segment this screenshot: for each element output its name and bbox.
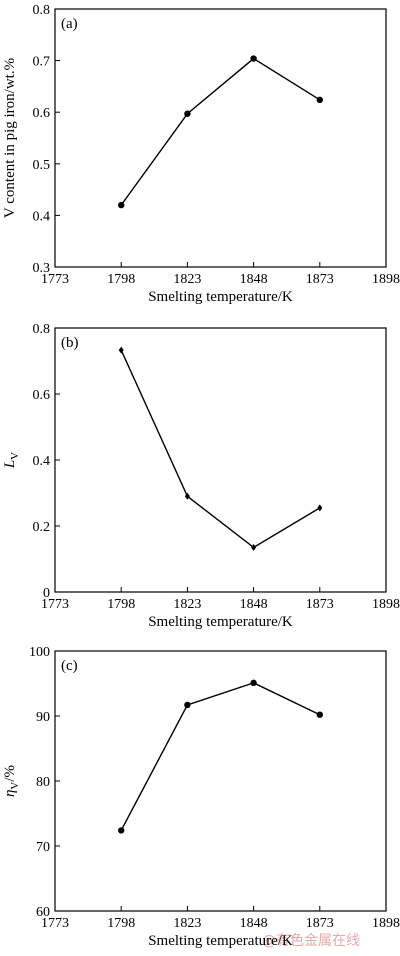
- data-point: [250, 679, 257, 687]
- y-tick-label: 0.8: [33, 322, 51, 337]
- panel-label: (b): [61, 335, 79, 351]
- y-tick-label: 0.4: [33, 209, 51, 224]
- y-axis-title-unit: /%: [2, 765, 18, 782]
- y-axis-title-subscript: V: [9, 452, 21, 460]
- x-tick-label: 1898: [372, 916, 400, 931]
- y-tick-label: 0.7: [33, 55, 51, 70]
- x-tick-label: 1873: [306, 272, 334, 287]
- series-line: [120, 682, 321, 831]
- watermark-text: @有色金属在线: [262, 932, 360, 949]
- series-line: [120, 57, 321, 206]
- data-point: [184, 492, 190, 500]
- chart-panel-3: 1773 1798 1823 1848 1873 1898 60 70 80 90 100 Smelt…: [2, 645, 400, 949]
- x-tick-label: 1873: [306, 916, 334, 931]
- x-tick-label: 1798: [107, 916, 135, 931]
- data-point: [317, 504, 323, 512]
- x-tick-label: 1848: [240, 916, 268, 931]
- x-axis-title: Smelting temperature/K: [148, 933, 293, 949]
- y-tick-label: 0.5: [33, 158, 51, 173]
- plot-frame: [54, 327, 387, 593]
- x-tick-label: 1848: [240, 597, 268, 612]
- data-point: [184, 110, 191, 117]
- plot-frame: [54, 650, 387, 912]
- y-axis-title: LV: [2, 452, 21, 469]
- y-axis-title-subscript: V: [9, 782, 21, 790]
- x-axis-title: Smelting temperature/K: [148, 614, 293, 630]
- x-tick-label: 1898: [372, 597, 400, 612]
- data-point: [316, 711, 323, 718]
- x-tick-label: 1798: [107, 272, 135, 287]
- x-tick-label: 1873: [306, 597, 334, 612]
- y-tick-label: 0.8: [33, 3, 51, 18]
- y-axis-title-main: L: [2, 460, 18, 469]
- y-tick-label: 0.3: [33, 261, 51, 276]
- chart-panel-1: 1773 1798 1823 1848 1873 1898 0.3 0.4 0.5 0.6 0.7 0…: [2, 3, 400, 305]
- x-tick-label: 1823: [173, 272, 201, 287]
- y-tick-label: 70: [36, 840, 50, 855]
- x-tick-label: 1848: [240, 272, 268, 287]
- y-tick-label: 100: [29, 645, 50, 660]
- y-tick-label: 0.6: [33, 388, 51, 403]
- y-axis-title: ηV/%: [2, 765, 21, 797]
- y-axis-title-main: η: [2, 790, 18, 797]
- x-tick-label: 1798: [107, 597, 135, 612]
- x-tick-label: 1773: [41, 597, 69, 612]
- y-tick-label: 90: [36, 710, 50, 725]
- x-tick-label: 1898: [372, 272, 400, 287]
- data-point: [118, 346, 124, 354]
- series-line: [120, 349, 321, 549]
- x-tick-label: 1773: [41, 272, 69, 287]
- y-axis-title-main: V content in pig iron/wt.%: [2, 58, 18, 218]
- y-tick-label: 0: [43, 586, 50, 601]
- y-tick-label: 80: [36, 775, 50, 790]
- data-point: [118, 827, 125, 834]
- plot-frame: [54, 8, 387, 268]
- data-point: [316, 96, 323, 104]
- y-tick-label: 0.2: [33, 520, 51, 535]
- panel-label: (c): [61, 658, 78, 674]
- y-axis-title: V content in pig iron/wt.%: [2, 58, 18, 218]
- data-point: [118, 201, 125, 209]
- y-tick-label: 0.4: [33, 454, 51, 469]
- y-tick-label: 0.6: [33, 106, 51, 121]
- x-tick-label: 1823: [173, 916, 201, 931]
- data-point: [250, 55, 257, 62]
- chart-panel-2: 1773 1798 1823 1848 1873 1898 0 0.2 0.4 0.6 0.8 Sme…: [2, 322, 400, 630]
- data-point: [184, 701, 191, 709]
- data-point: [251, 543, 257, 551]
- x-tick-label: 1773: [41, 916, 69, 931]
- x-tick-label: 1823: [173, 597, 201, 612]
- y-tick-label: 60: [36, 905, 50, 920]
- x-axis-title: Smelting temperature/K: [148, 289, 293, 305]
- panel-label: (a): [61, 16, 78, 32]
